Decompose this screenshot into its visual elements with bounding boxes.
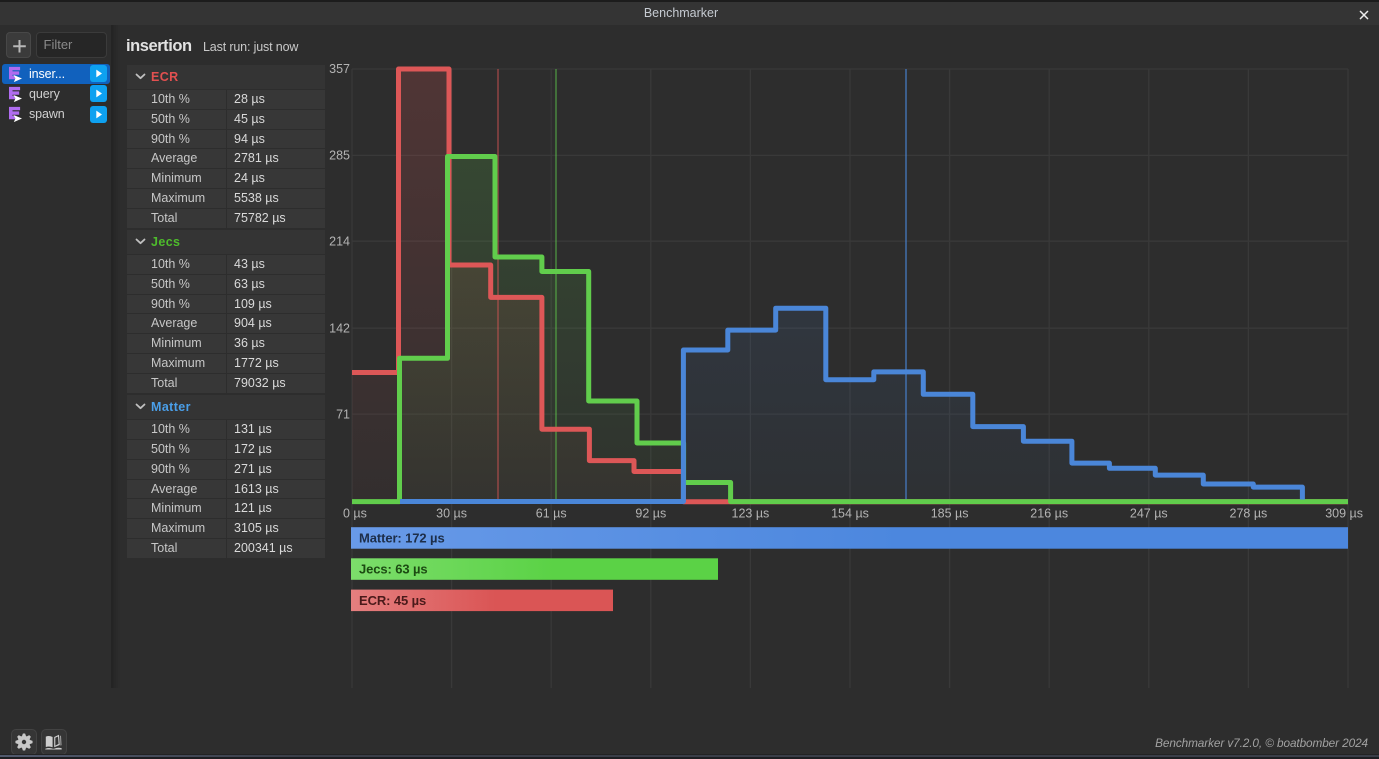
svg-text:357: 357 — [329, 62, 350, 76]
svg-text:309 µs: 309 µs — [1325, 507, 1363, 521]
svg-text:214: 214 — [329, 234, 350, 248]
svg-text:154 µs: 154 µs — [831, 507, 869, 521]
svg-text:61 µs: 61 µs — [536, 507, 567, 521]
svg-text:278 µs: 278 µs — [1230, 507, 1268, 521]
svg-text:71: 71 — [336, 407, 350, 421]
svg-text:ECR: 45 µs: ECR: 45 µs — [359, 593, 426, 608]
svg-text:142: 142 — [329, 321, 350, 335]
svg-text:185 µs: 185 µs — [931, 507, 969, 521]
svg-text:216 µs: 216 µs — [1030, 507, 1068, 521]
svg-text:30 µs: 30 µs — [436, 507, 467, 521]
svg-text:Jecs: 63 µs: Jecs: 63 µs — [359, 562, 428, 577]
svg-text:123 µs: 123 µs — [732, 507, 770, 521]
svg-text:Matter: 172 µs: Matter: 172 µs — [359, 531, 445, 546]
svg-text:247 µs: 247 µs — [1130, 507, 1168, 521]
svg-text:92 µs: 92 µs — [635, 507, 666, 521]
svg-text:0 µs: 0 µs — [343, 507, 367, 521]
svg-text:285: 285 — [329, 149, 350, 163]
